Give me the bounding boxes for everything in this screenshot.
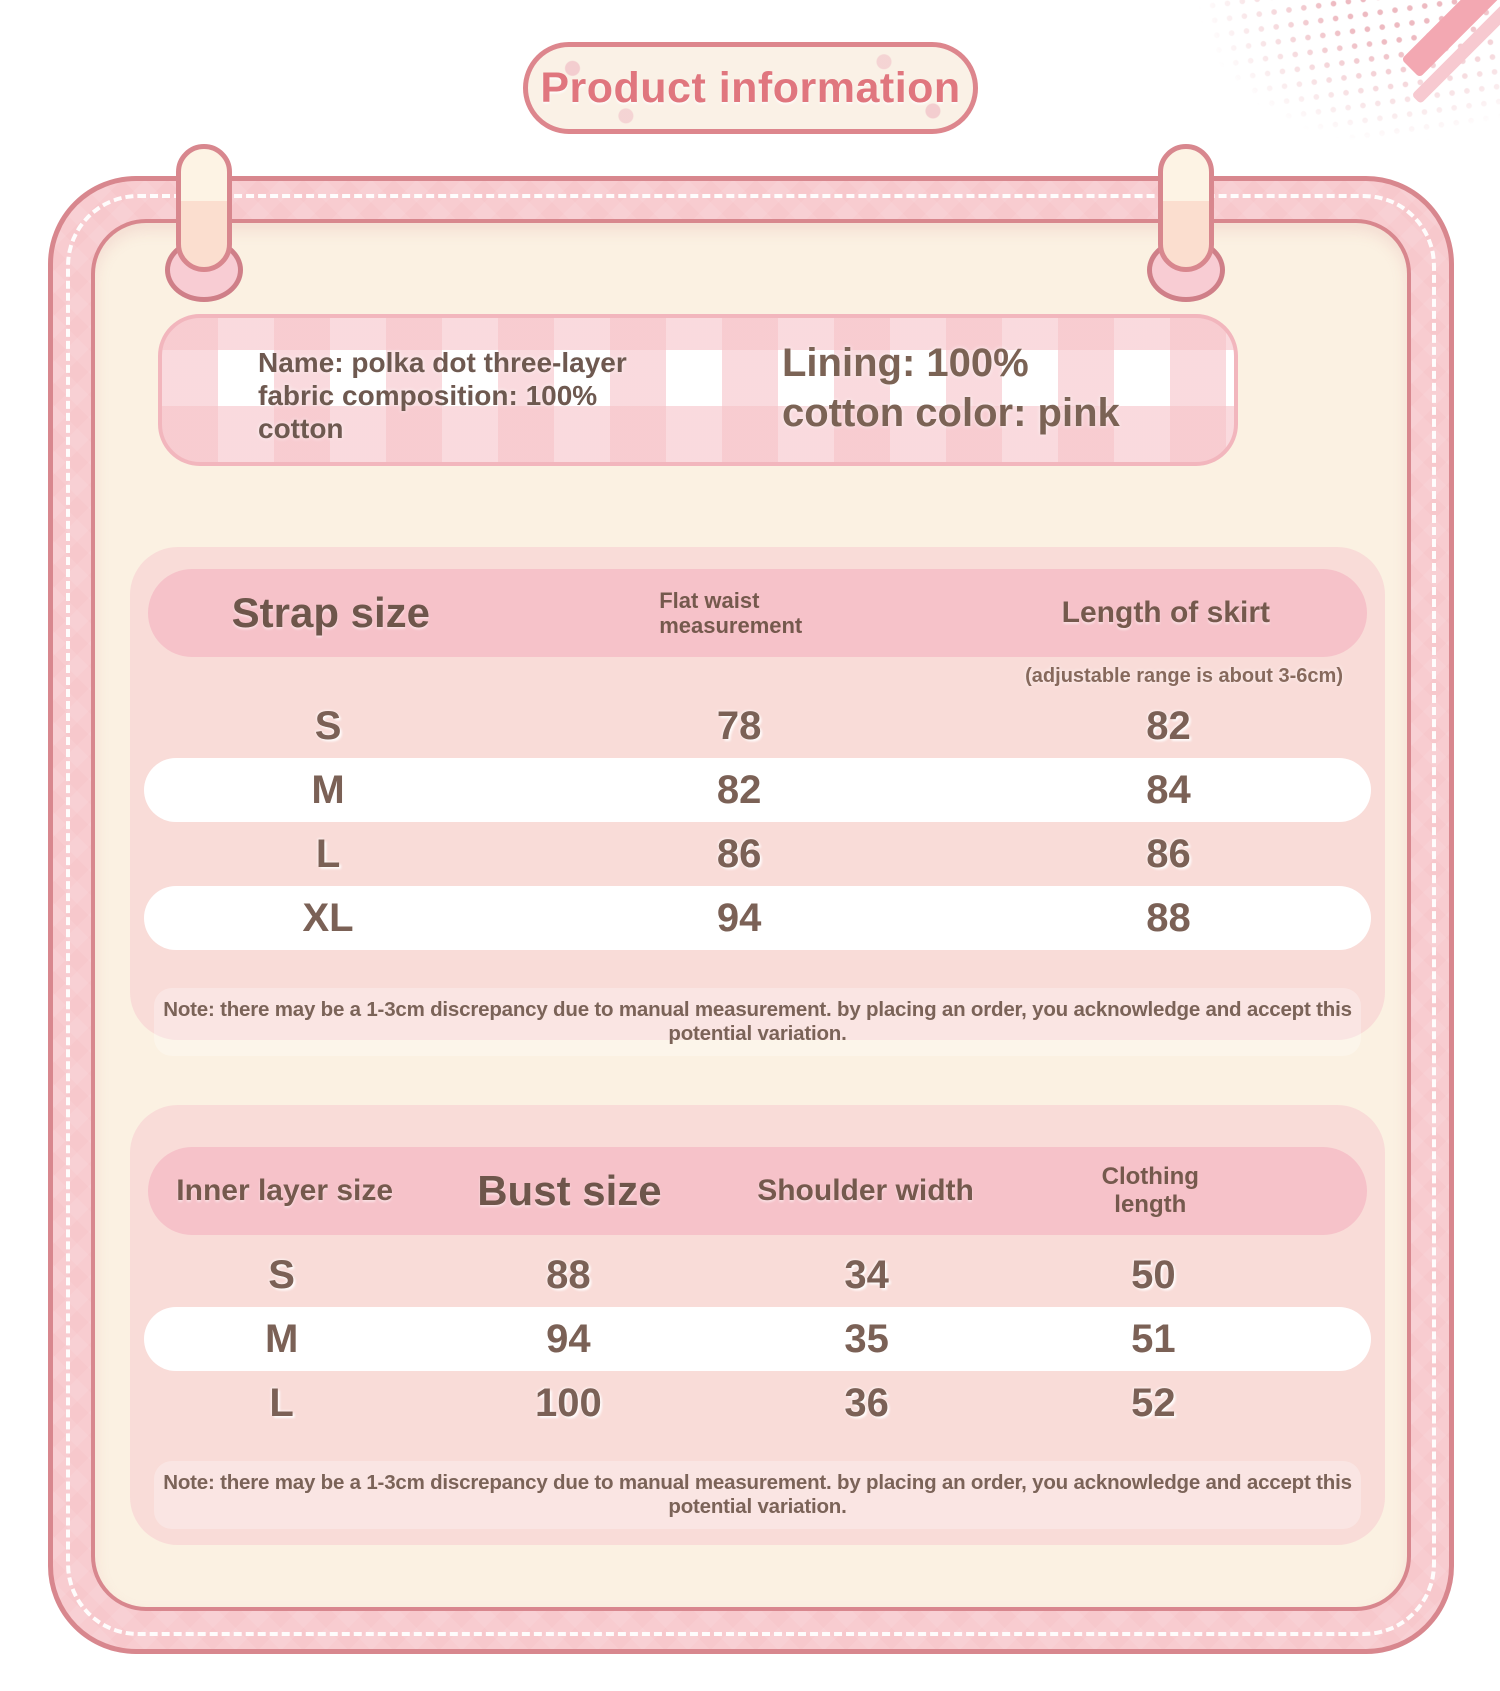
fabric-name-line: cotton <box>258 413 344 444</box>
clothing-length-cell: 51 <box>1131 1316 1176 1361</box>
bust-cell: 88 <box>546 1252 591 1297</box>
size-cell: L <box>269 1380 294 1425</box>
waist-cell: 78 <box>716 703 762 748</box>
hanger-tab-left <box>176 144 232 272</box>
bust-cell: 100 <box>535 1380 602 1425</box>
column-header-bust: Bust size <box>477 1167 662 1214</box>
skirt-length-cell: 86 <box>1146 831 1191 876</box>
page-title: Product information <box>540 63 961 112</box>
size-cell: M <box>264 1316 299 1361</box>
column-header-shoulder: Shoulder width <box>757 1174 974 1207</box>
fabric-name-line: fabric composition: 100% <box>258 380 598 411</box>
table-row: M 94 35 51 <box>144 1307 1371 1371</box>
fabric-name-text: Name: polka dot three-layer fabric compo… <box>258 346 627 445</box>
lining-info-line: cotton color: pink <box>782 391 1120 435</box>
size-cell: L <box>315 831 341 876</box>
adjustable-range-note: (adjustable range is about 3-6cm) <box>1025 665 1343 687</box>
lining-info-text: Lining: 100% cotton color: pink <box>782 338 1120 438</box>
stitch-dashed-border <box>66 194 1436 1636</box>
skirt-length-cell: 84 <box>1146 767 1191 812</box>
clothing-length-cell: 50 <box>1131 1252 1176 1297</box>
clothing-length-cell: 52 <box>1131 1380 1176 1425</box>
measurement-disclaimer: Note: there may be a 1-3cm discrepancy d… <box>154 988 1361 1056</box>
table-row: L 100 36 52 <box>144 1371 1371 1435</box>
table-header-row: Strap size Flat waist measurement Length… <box>148 569 1367 657</box>
table-header-row: Inner layer size Bust size Shoulder widt… <box>148 1147 1367 1235</box>
table-row: L 86 86 <box>144 822 1371 886</box>
waist-cell: 82 <box>716 767 762 812</box>
strap-size-table: Strap size Flat waist measurement Length… <box>130 547 1385 1056</box>
size-cell: M <box>311 767 345 812</box>
lining-info-line: Lining: 100% <box>782 341 1029 385</box>
waist-cell: 86 <box>716 831 762 876</box>
page-title-badge: Product information <box>523 42 978 134</box>
shoulder-cell: 35 <box>844 1316 889 1361</box>
waist-cell: 94 <box>716 895 762 940</box>
skirt-length-cell: 82 <box>1146 703 1191 748</box>
table-row: S 78 82 <box>144 694 1371 758</box>
size-cell: S <box>314 703 342 748</box>
column-header-strap-size: Strap size <box>231 589 431 636</box>
size-cell: S <box>268 1252 295 1297</box>
size-cell: XL <box>302 895 354 940</box>
fabric-info-banner: Name: polka dot three-layer fabric compo… <box>158 314 1238 466</box>
column-header-flat-waist: Flat waist measurement <box>659 588 803 638</box>
bust-cell: 94 <box>546 1316 591 1361</box>
column-header-clothing-length: Clothing length <box>1101 1163 1199 1218</box>
column-header-inner-layer: Inner layer size <box>176 1174 394 1207</box>
inner-layer-size-table: Inner layer size Bust size Shoulder widt… <box>130 1105 1385 1545</box>
table-row: S 88 34 50 <box>144 1243 1371 1307</box>
hanger-tab-right <box>1158 144 1214 272</box>
column-header-skirt-length: Length of skirt <box>1061 596 1270 629</box>
fabric-name-line: Name: polka dot three-layer <box>258 347 627 378</box>
table-row: XL 94 88 <box>144 886 1371 950</box>
shoulder-cell: 34 <box>844 1252 889 1297</box>
shoulder-cell: 36 <box>844 1380 889 1425</box>
table-row: M 82 84 <box>144 758 1371 822</box>
skirt-length-cell: 88 <box>1146 895 1191 940</box>
measurement-disclaimer: Note: there may be a 1-3cm discrepancy d… <box>154 1461 1361 1529</box>
